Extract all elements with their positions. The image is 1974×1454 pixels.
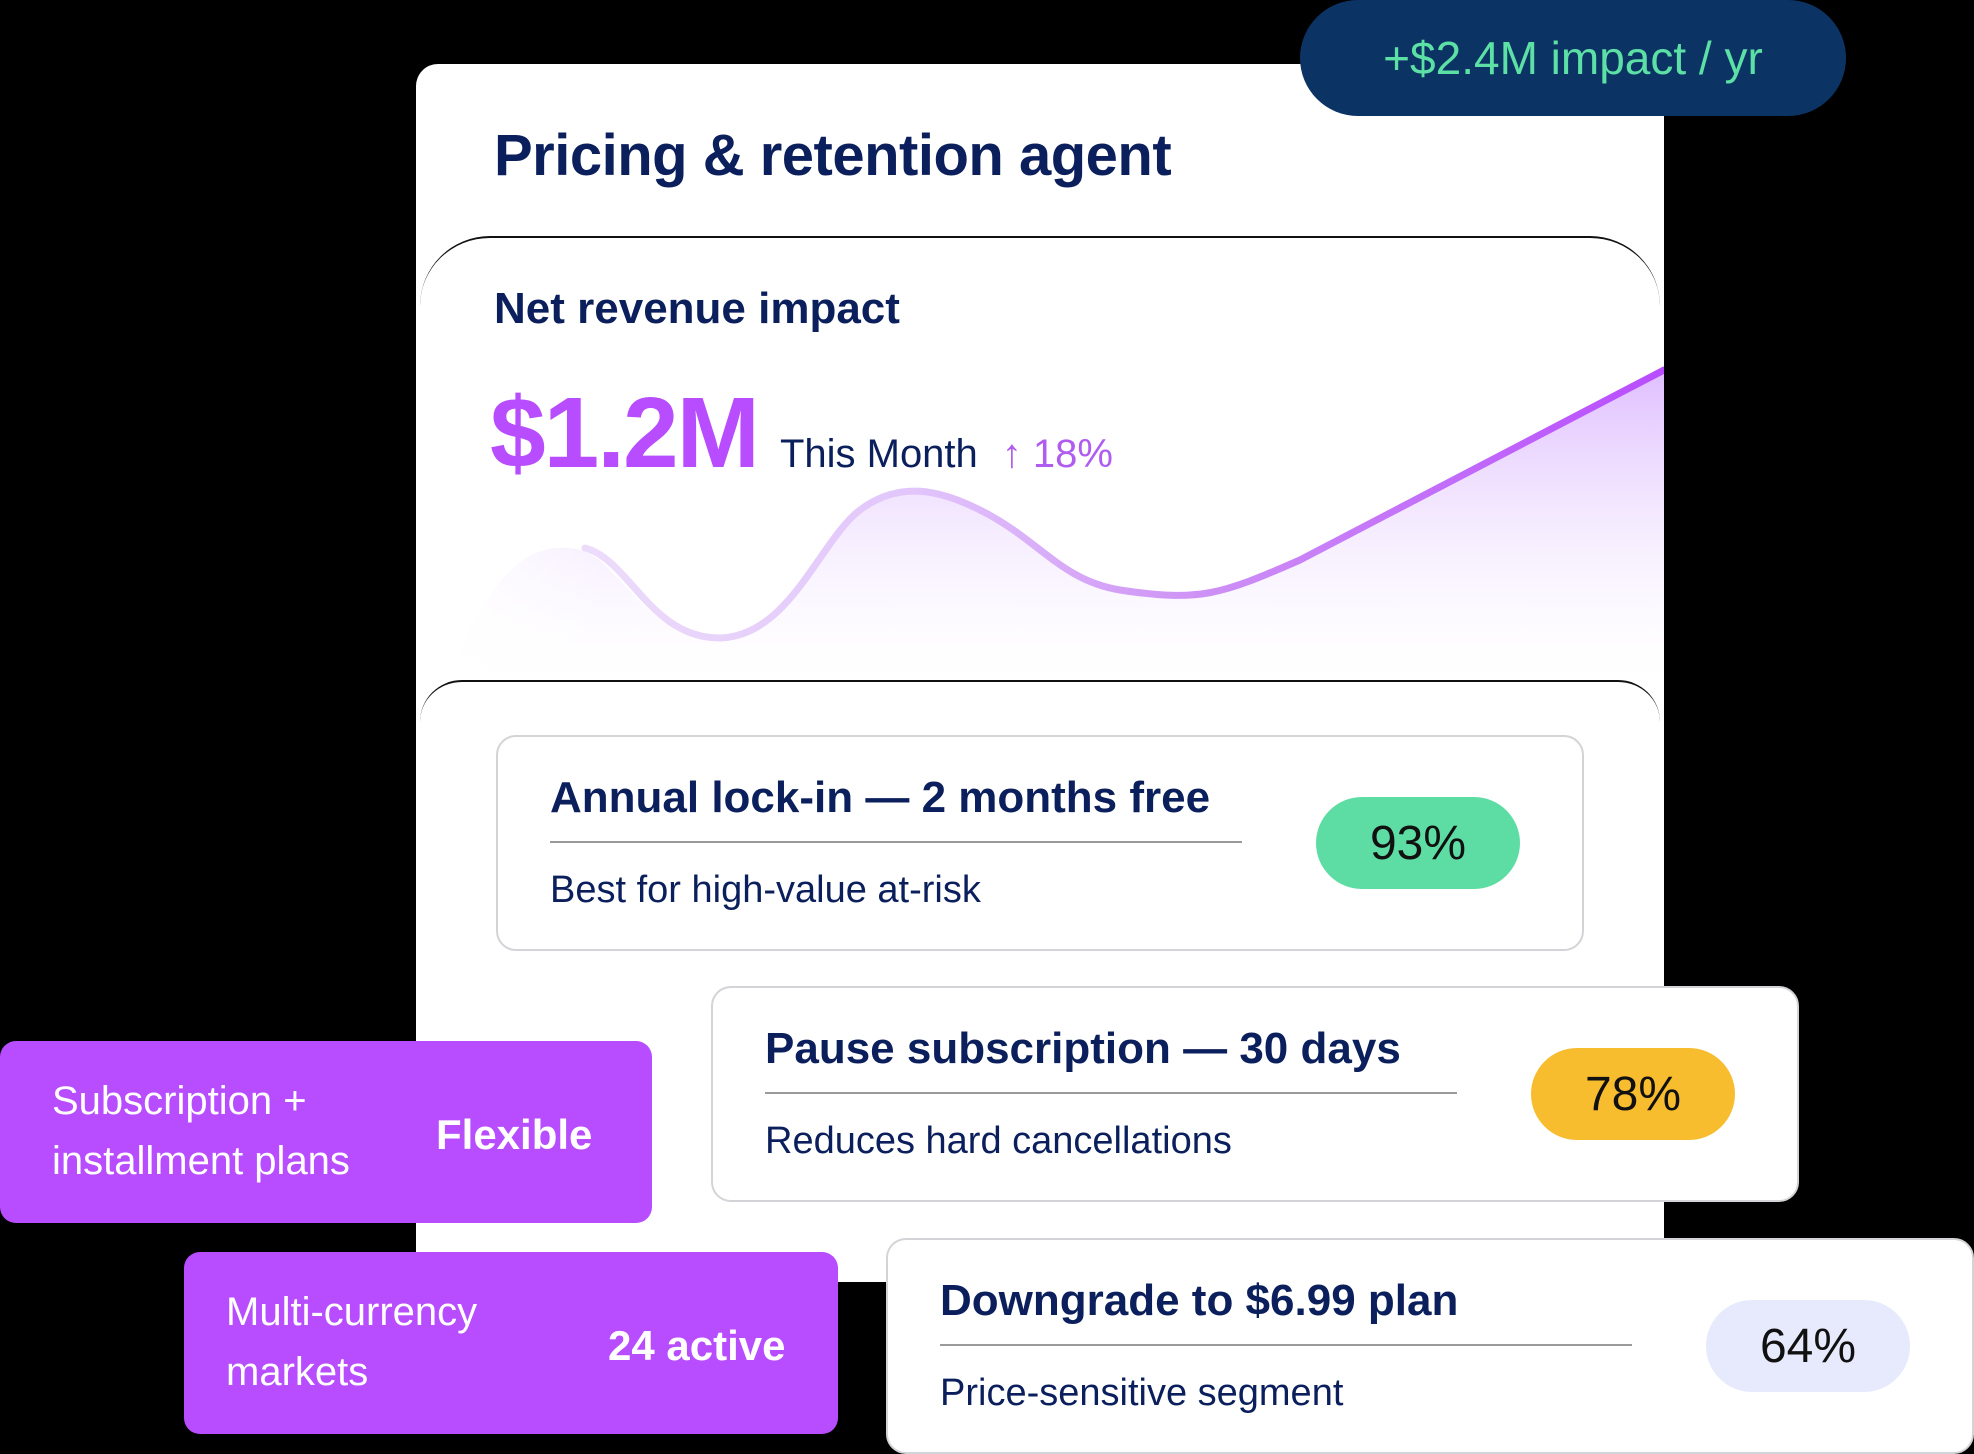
score-badge: 78% bbox=[1531, 1048, 1735, 1140]
option-subtitle: Best for high-value at-risk bbox=[550, 869, 981, 911]
option-subtitle: Price-sensitive segment bbox=[940, 1372, 1344, 1414]
divider bbox=[765, 1092, 1457, 1094]
revenue-value: $1.2M bbox=[490, 377, 760, 489]
feature-tile-installment-plans: Subscription + installment plans Flexibl… bbox=[0, 1041, 652, 1223]
revenue-period: This Month bbox=[779, 432, 978, 476]
revenue-change: ↑ 18% bbox=[1001, 432, 1113, 476]
feature-tile-multi-currency: Multi-currency markets 24 active bbox=[184, 1252, 838, 1434]
feature-label: Multi-currency markets bbox=[226, 1290, 478, 1394]
divider bbox=[940, 1344, 1632, 1346]
option-title: Pause subscription — 30 days bbox=[765, 1024, 1401, 1073]
chart-title: Net revenue impact bbox=[494, 284, 900, 333]
feature-label: Subscription + installment plans bbox=[52, 1079, 350, 1183]
divider bbox=[550, 841, 1242, 843]
option-card-annual-lockin[interactable]: Annual lock-in — 2 months free Best for … bbox=[496, 735, 1584, 951]
score-badge: 93% bbox=[1316, 797, 1520, 889]
option-title: Annual lock-in — 2 months free bbox=[550, 773, 1211, 822]
feature-value: 24 active bbox=[608, 1322, 786, 1369]
impact-badge-text: +$2.4M impact / yr bbox=[1383, 32, 1763, 84]
revenue-trend-chart bbox=[420, 340, 1664, 680]
page-title: Pricing & retention agent bbox=[494, 123, 1172, 188]
score-badge: 64% bbox=[1706, 1300, 1910, 1392]
feature-value: Flexible bbox=[436, 1111, 593, 1158]
option-card-pause-subscription[interactable]: Pause subscription — 30 days Reduces har… bbox=[711, 986, 1799, 1202]
revenue-metric: $1.2M This Month ↑ 18% bbox=[490, 376, 1113, 491]
impact-badge: +$2.4M impact / yr bbox=[1300, 0, 1846, 116]
option-title: Downgrade to $6.99 plan bbox=[940, 1276, 1459, 1325]
option-card-downgrade[interactable]: Downgrade to $6.99 plan Price-sensitive … bbox=[886, 1238, 1974, 1454]
retention-options-panel bbox=[420, 680, 1660, 722]
option-subtitle: Reduces hard cancellations bbox=[765, 1120, 1232, 1162]
